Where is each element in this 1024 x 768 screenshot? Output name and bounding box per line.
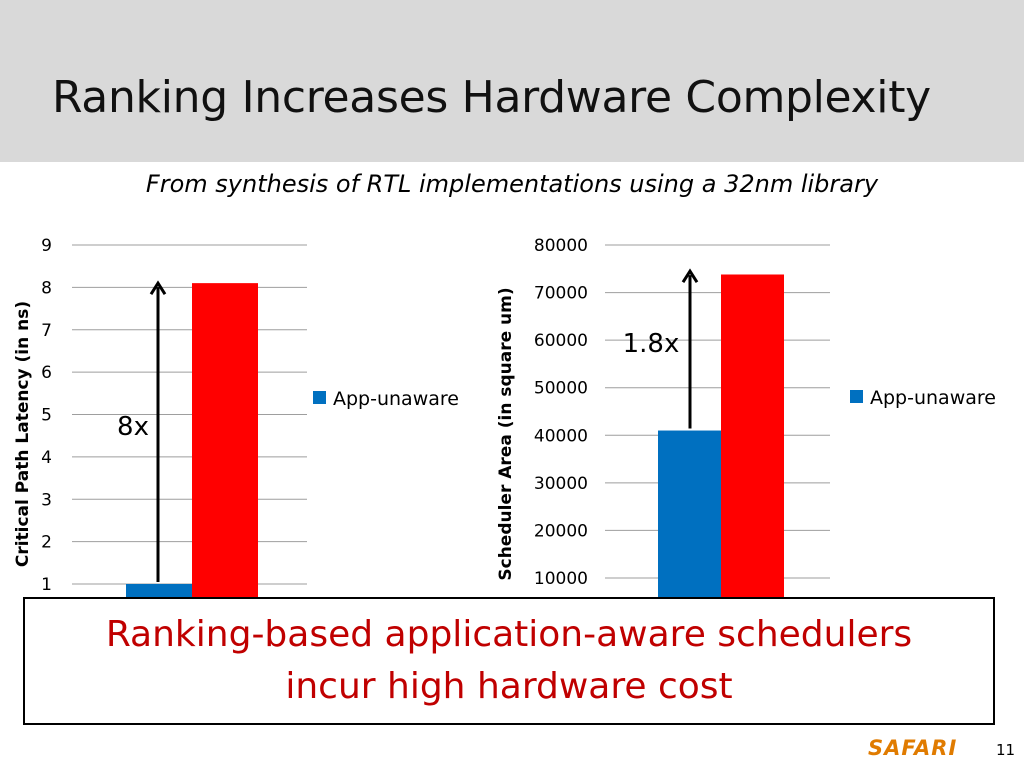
slide-title: Ranking Increases Hardware Complexity [52, 72, 931, 123]
callout-line-1: Ranking-based application-aware schedule… [105, 614, 913, 655]
area-tick-label: 20000 [534, 521, 588, 541]
area-ratio-annotation: 1.8x [623, 329, 680, 359]
latency-tick-label: 7 [41, 321, 52, 341]
safari-logo: SAFARI [868, 736, 958, 760]
latency-tick-label: 9 [41, 236, 52, 256]
area-tick-label: 60000 [534, 331, 588, 351]
area-tick-label: 10000 [534, 569, 588, 589]
latency-ratio-annotation: 8x [117, 412, 149, 442]
page-number: 11 [996, 741, 1016, 759]
latency-tick-label: 8 [41, 278, 52, 298]
latency-tick-label: 4 [41, 448, 52, 468]
latency-legend-swatch [313, 391, 326, 404]
latency-ratio-arrowhead [149, 280, 167, 295]
latency-tick-label: 1 [41, 575, 52, 595]
area-legend-swatch [850, 390, 863, 403]
title-bar [0, 0, 1024, 162]
callout-line-2: incur high hardware cost [285, 666, 733, 707]
area-tick-label: 70000 [534, 284, 588, 304]
callout-box: Ranking-based application-aware schedule… [23, 597, 995, 725]
latency-tick-label: 5 [41, 406, 52, 426]
latency-tick-label: 6 [41, 363, 52, 383]
slide-subtitle: From synthesis of RTL implementations us… [145, 170, 879, 198]
area-tick-label: 30000 [534, 474, 588, 494]
area-legend-label: App-unaware [870, 387, 996, 409]
area-ratio-arrowhead [681, 268, 699, 283]
latency-tick-label: 3 [41, 490, 52, 510]
area-tick-label: 80000 [534, 236, 588, 256]
area-tick-label: 50000 [534, 379, 588, 399]
latency-y-axis-label: Critical Path Latency (in ns) [13, 301, 33, 567]
area-y-axis-label: Scheduler Area (in square um) [496, 287, 516, 580]
latency-legend-label: App-unaware [333, 388, 459, 410]
area-tick-label: 40000 [534, 426, 588, 446]
latency-tick-label: 2 [41, 533, 52, 553]
